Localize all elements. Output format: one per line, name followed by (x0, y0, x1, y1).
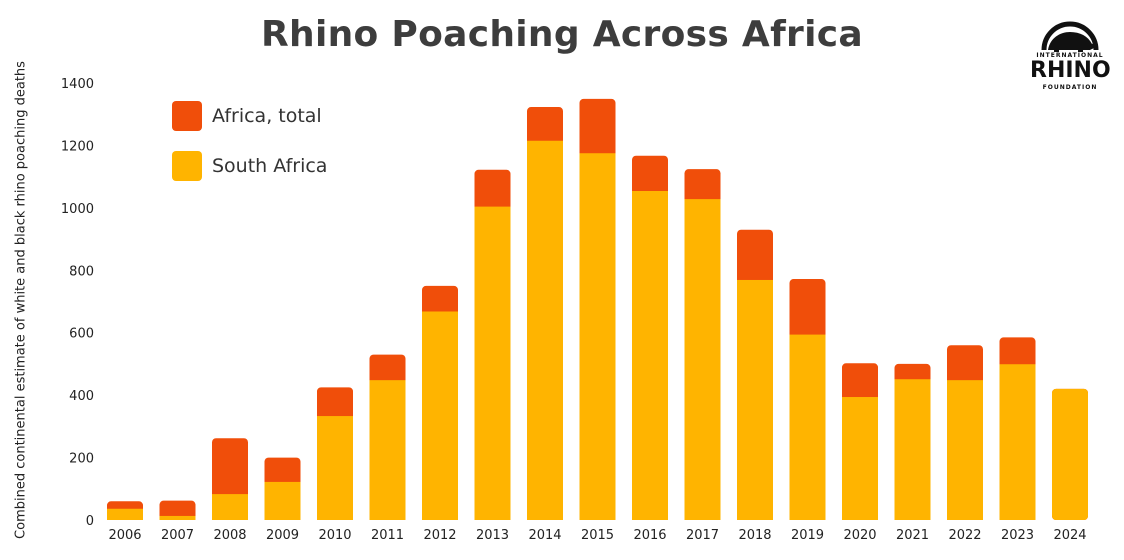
bar-south-africa (369, 380, 406, 520)
x-tick-label: 2006 (108, 528, 141, 543)
legend-label: South Africa (212, 155, 327, 177)
x-tick-label: 2009 (266, 528, 299, 543)
bar-south-africa (1052, 388, 1088, 520)
x-tick-label: 2017 (686, 528, 719, 543)
logo-main-text: RHINO (1030, 58, 1111, 83)
x-tick-label: 2020 (843, 528, 876, 543)
bar-south-africa (632, 191, 668, 520)
x-tick-label: 2021 (896, 528, 929, 543)
bar-south-africa (264, 481, 301, 520)
legend-label: Africa, total (212, 105, 322, 127)
rhino-foundation-logo: INTERNATIONAL RHINO FOUNDATION (1030, 6, 1111, 92)
bar-south-africa (842, 397, 878, 520)
legend-swatch (172, 101, 202, 131)
x-tick-label: 2022 (948, 528, 981, 543)
x-tick-label: 2018 (738, 528, 771, 543)
x-tick-label: 2019 (791, 528, 824, 543)
bar-south-africa (684, 199, 721, 521)
y-tick-label: 0 (86, 514, 94, 529)
legend-swatch (172, 151, 202, 181)
bar-south-africa (789, 334, 826, 520)
x-tick-label: 2007 (161, 528, 194, 543)
bar-south-africa (737, 279, 773, 520)
bar-south-africa (999, 364, 1036, 520)
bar-south-africa (527, 140, 563, 520)
x-tick-label: 2015 (581, 528, 614, 543)
y-tick-label: 1200 (61, 139, 94, 154)
bar-south-africa (422, 311, 458, 520)
x-tick-label: 2012 (423, 528, 456, 543)
y-tick-label: 1400 (61, 77, 94, 92)
bar-south-africa (317, 416, 353, 520)
bar-africa-total (159, 500, 196, 520)
x-tick-label: 2010 (318, 528, 351, 543)
bar-south-africa (894, 379, 931, 520)
x-tick-label: 2023 (1001, 528, 1034, 543)
x-tick-label: 2011 (371, 528, 404, 543)
chart-title: Rhino Poaching Across Africa (261, 14, 863, 55)
x-tick-label: 2013 (476, 528, 509, 543)
y-tick-label: 600 (69, 327, 94, 342)
bar-south-africa (159, 515, 196, 520)
x-tick-label: 2024 (1053, 528, 1086, 543)
logo-bottom-text: FOUNDATION (1042, 84, 1098, 91)
logo-top-text: INTERNATIONAL (1036, 52, 1104, 59)
y-tick-label: 400 (69, 389, 94, 404)
x-tick-label: 2016 (633, 528, 666, 543)
bar-south-africa (107, 508, 143, 520)
y-tick-label: 800 (69, 264, 94, 279)
y-tick-label: 200 (69, 452, 94, 467)
x-tick-label: 2014 (528, 528, 561, 543)
bar-south-africa (212, 494, 248, 520)
bar-south-africa (474, 206, 511, 520)
x-tick-label: 2008 (213, 528, 246, 543)
y-tick-label: 1000 (61, 202, 94, 217)
rhino-icon (1041, 21, 1099, 52)
bar-south-africa (579, 153, 616, 520)
bar-south-africa (947, 380, 983, 520)
